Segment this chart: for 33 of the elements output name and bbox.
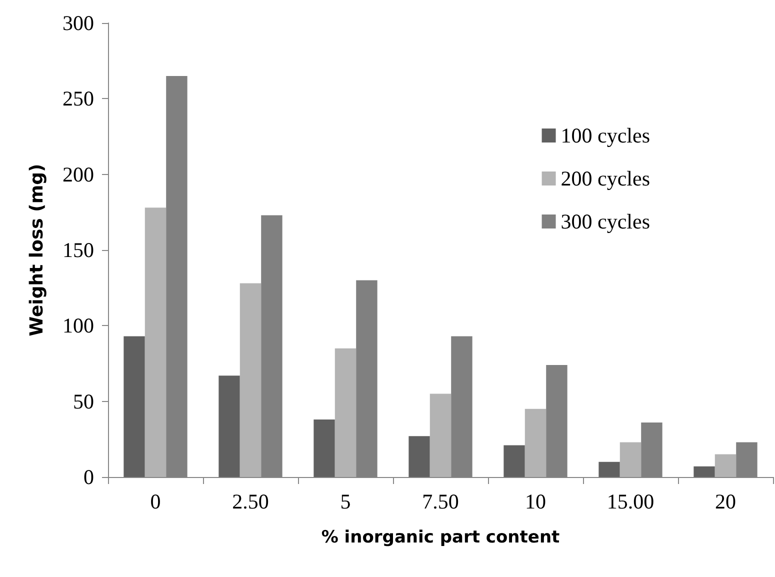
- x-tick-label: 20: [715, 490, 736, 514]
- legend-label: 100 cycles: [560, 124, 650, 148]
- bar: [430, 394, 452, 477]
- x-tick-label: 10: [525, 490, 546, 514]
- bar: [218, 376, 240, 477]
- bar: [240, 283, 262, 477]
- y-axis-title: Weight loss (mg): [26, 164, 48, 336]
- x-tick-label: 5: [340, 490, 351, 514]
- x-tick-label: 15.00: [606, 490, 654, 514]
- bar: [620, 442, 642, 477]
- bar: [694, 466, 715, 477]
- legend-label: 300 cycles: [560, 210, 650, 234]
- bar: [124, 336, 145, 477]
- bar: [314, 419, 335, 477]
- bar: [408, 436, 430, 477]
- bar: [504, 445, 525, 477]
- x-tick-label: 0: [150, 490, 161, 514]
- y-tick-label: 50: [73, 389, 94, 414]
- legend-label: 200 cycles: [560, 166, 650, 190]
- y-tick-label: 200: [62, 162, 94, 186]
- y-tick-label: 0: [84, 465, 94, 489]
- x-tick-label: 2.50: [232, 490, 269, 514]
- x-tick-label: 7.50: [422, 490, 459, 514]
- y-tick-label: 250: [62, 86, 94, 111]
- bar: [334, 348, 356, 477]
- y-tick-label: 150: [62, 238, 94, 262]
- x-axis-title: % inorganic part content: [321, 528, 560, 548]
- y-tick-label: 100: [62, 314, 94, 338]
- y-tick-label: 300: [62, 11, 94, 35]
- bar: [144, 208, 166, 477]
- bar: [598, 462, 620, 477]
- bar: [714, 454, 736, 477]
- bar: [524, 408, 546, 477]
